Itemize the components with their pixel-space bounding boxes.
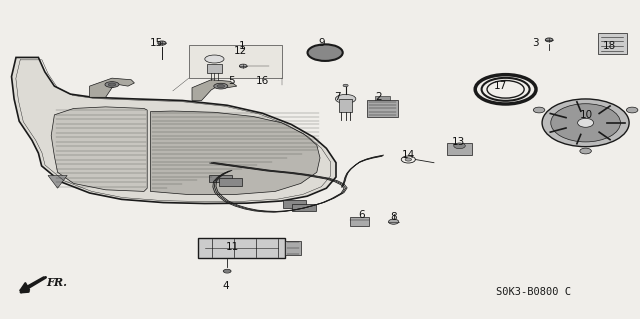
Text: 8: 8 — [390, 212, 397, 222]
Text: 18: 18 — [604, 41, 616, 51]
FancyBboxPatch shape — [350, 217, 369, 226]
Text: 12: 12 — [234, 46, 246, 56]
FancyBboxPatch shape — [189, 45, 282, 78]
Ellipse shape — [551, 104, 620, 142]
Text: 11: 11 — [226, 242, 239, 252]
Text: 4: 4 — [223, 280, 229, 291]
Ellipse shape — [205, 55, 224, 63]
Text: 14: 14 — [402, 150, 415, 160]
Text: 9: 9 — [318, 38, 324, 48]
FancyBboxPatch shape — [447, 143, 472, 155]
Text: 5: 5 — [228, 76, 235, 86]
Text: 6: 6 — [358, 210, 365, 220]
Ellipse shape — [223, 269, 231, 273]
Ellipse shape — [239, 64, 247, 68]
Ellipse shape — [454, 143, 465, 149]
Polygon shape — [51, 107, 147, 191]
Ellipse shape — [214, 83, 228, 89]
Text: 16: 16 — [256, 76, 269, 86]
Ellipse shape — [108, 83, 116, 86]
Text: FR.: FR. — [46, 277, 67, 288]
Ellipse shape — [405, 158, 412, 161]
Ellipse shape — [533, 107, 545, 113]
Ellipse shape — [307, 44, 343, 61]
FancyBboxPatch shape — [339, 99, 352, 112]
Text: S0K3-B0800 C: S0K3-B0800 C — [496, 287, 571, 297]
FancyBboxPatch shape — [598, 33, 627, 54]
FancyBboxPatch shape — [375, 96, 390, 100]
Ellipse shape — [542, 99, 629, 147]
Ellipse shape — [545, 38, 553, 42]
Text: 3: 3 — [532, 38, 538, 48]
Text: 7: 7 — [335, 92, 341, 102]
FancyBboxPatch shape — [367, 100, 398, 117]
Polygon shape — [12, 57, 336, 204]
Ellipse shape — [313, 47, 337, 58]
FancyBboxPatch shape — [219, 178, 242, 186]
Ellipse shape — [580, 148, 591, 154]
Ellipse shape — [217, 85, 225, 88]
Ellipse shape — [158, 41, 166, 45]
Text: 13: 13 — [452, 137, 465, 147]
Text: 15: 15 — [150, 38, 163, 48]
Ellipse shape — [388, 219, 399, 224]
Polygon shape — [192, 80, 237, 100]
FancyBboxPatch shape — [292, 204, 316, 211]
Ellipse shape — [343, 84, 348, 87]
Polygon shape — [48, 175, 67, 188]
FancyBboxPatch shape — [207, 64, 222, 73]
FancyBboxPatch shape — [198, 238, 285, 258]
Ellipse shape — [335, 94, 356, 103]
Ellipse shape — [627, 107, 638, 113]
Polygon shape — [150, 111, 320, 195]
Text: 10: 10 — [580, 110, 593, 120]
Text: 2: 2 — [376, 92, 382, 102]
FancyBboxPatch shape — [285, 241, 301, 255]
FancyBboxPatch shape — [283, 200, 306, 208]
Ellipse shape — [578, 118, 594, 127]
Text: 1: 1 — [239, 41, 245, 51]
FancyBboxPatch shape — [209, 175, 232, 182]
Text: 17: 17 — [494, 81, 507, 91]
Ellipse shape — [105, 82, 119, 87]
Polygon shape — [90, 78, 134, 97]
